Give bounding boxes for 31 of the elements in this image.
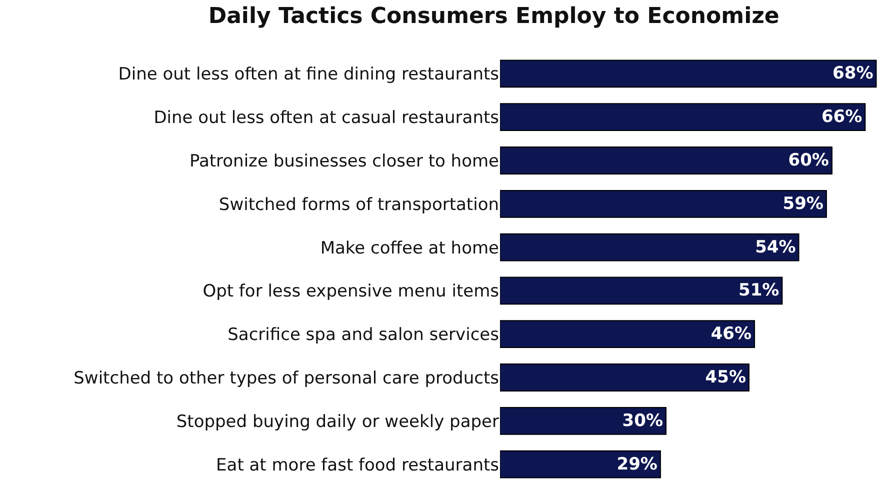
y-tick-label: Stopped buying daily or weekly paper [176, 412, 499, 432]
bar [500, 276, 783, 305]
y-tick-label: Dine out less often at fine dining restaurants [118, 64, 500, 85]
y-tick-label: Switched to other types of personal care products [74, 368, 500, 388]
bar [500, 103, 866, 132]
data-label: 51% [738, 280, 780, 301]
bar [500, 406, 666, 435]
data-label: 60% [788, 150, 829, 170]
data-label: 29% [616, 454, 658, 474]
data-label: 59% [782, 194, 824, 214]
bar [500, 233, 800, 262]
y-tick-label: Sacrifice spa and salon services [228, 325, 500, 346]
y-tick-label: Patronize businesses closer to home [189, 151, 499, 172]
data-label: 68% [832, 64, 874, 84]
bar [500, 364, 750, 392]
y-tick-label: Make coffee at home [320, 238, 499, 258]
data-label: 46% [710, 324, 752, 344]
data-label: 45% [705, 368, 746, 388]
y-tick-label: Switched forms of transportation [218, 194, 499, 215]
bar [500, 320, 756, 348]
bar [500, 190, 827, 218]
bar [500, 450, 661, 478]
y-tick-label: Opt for less expensive menu items [202, 282, 500, 302]
chart-title: Daily Tactics Consumers Employ to Economize [208, 4, 780, 29]
y-tick-label: Dine out less often at casual restaurants [154, 108, 500, 128]
data-label: 54% [755, 237, 796, 258]
bar [500, 60, 877, 88]
data-label: 66% [821, 107, 862, 128]
data-label: 30% [622, 410, 663, 431]
y-tick-label: Eat at more fast food restaurants [216, 455, 500, 476]
bar [500, 146, 832, 174]
